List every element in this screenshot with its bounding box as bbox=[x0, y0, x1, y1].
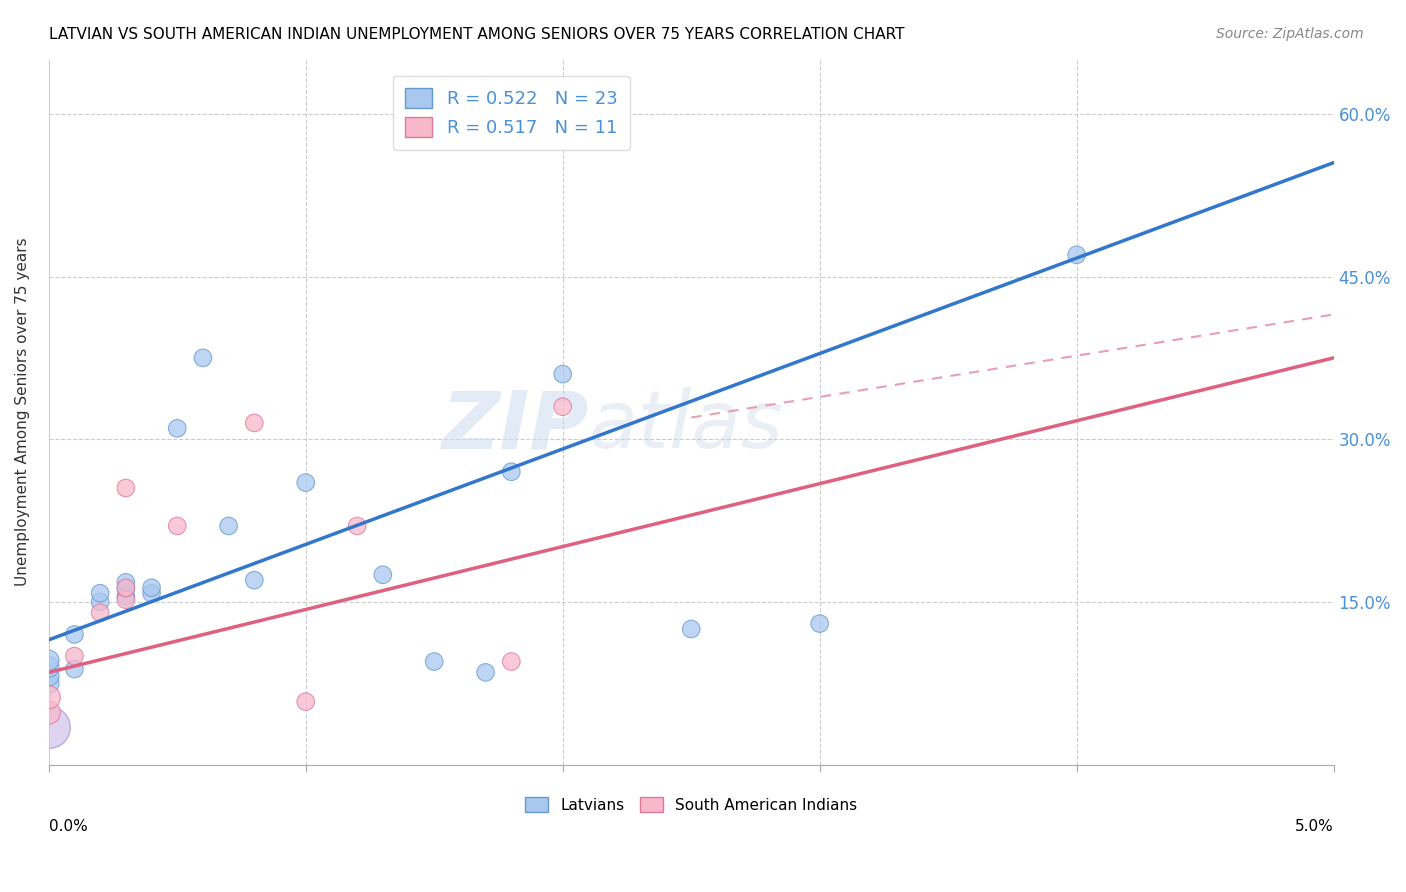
Point bbox=[115, 592, 138, 607]
Point bbox=[115, 481, 138, 495]
Point bbox=[38, 720, 60, 734]
Point bbox=[115, 590, 138, 604]
Point bbox=[115, 575, 138, 590]
Point bbox=[423, 655, 446, 669]
Point bbox=[243, 573, 266, 587]
Point bbox=[38, 653, 60, 667]
Point bbox=[294, 695, 316, 709]
Point bbox=[1066, 248, 1088, 262]
Text: 0.0%: 0.0% bbox=[49, 819, 87, 834]
Point bbox=[63, 627, 86, 641]
Point bbox=[346, 519, 368, 533]
Legend: Latvians, South American Indians: Latvians, South American Indians bbox=[517, 789, 865, 821]
Point bbox=[141, 581, 163, 595]
Point bbox=[89, 595, 111, 609]
Point bbox=[38, 706, 60, 720]
Point bbox=[63, 649, 86, 664]
Point bbox=[808, 616, 831, 631]
Point bbox=[141, 586, 163, 600]
Text: atlas: atlas bbox=[588, 387, 783, 466]
Point bbox=[38, 668, 60, 682]
Point bbox=[166, 421, 188, 435]
Point bbox=[681, 622, 703, 636]
Point bbox=[371, 567, 394, 582]
Point bbox=[38, 660, 60, 674]
Point bbox=[474, 665, 496, 680]
Point bbox=[243, 416, 266, 430]
Point bbox=[218, 519, 240, 533]
Point bbox=[294, 475, 316, 490]
Point bbox=[115, 582, 138, 596]
Point bbox=[63, 662, 86, 676]
Point bbox=[166, 519, 188, 533]
Text: 5.0%: 5.0% bbox=[1295, 819, 1334, 834]
Point bbox=[551, 400, 574, 414]
Point bbox=[501, 655, 523, 669]
Text: ZIP: ZIP bbox=[441, 387, 588, 466]
Point bbox=[38, 676, 60, 690]
Text: LATVIAN VS SOUTH AMERICAN INDIAN UNEMPLOYMENT AMONG SENIORS OVER 75 YEARS CORREL: LATVIAN VS SOUTH AMERICAN INDIAN UNEMPLO… bbox=[49, 27, 904, 42]
Point bbox=[89, 586, 111, 600]
Point bbox=[89, 606, 111, 620]
Y-axis label: Unemployment Among Seniors over 75 years: Unemployment Among Seniors over 75 years bbox=[15, 238, 30, 586]
Point bbox=[551, 367, 574, 381]
Point bbox=[501, 465, 523, 479]
Text: Source: ZipAtlas.com: Source: ZipAtlas.com bbox=[1216, 27, 1364, 41]
Point bbox=[38, 690, 60, 705]
Point bbox=[191, 351, 214, 365]
Point bbox=[115, 581, 138, 595]
